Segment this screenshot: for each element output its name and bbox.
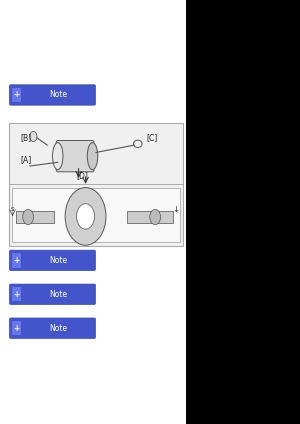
Text: s: s <box>11 206 14 212</box>
Text: +: + <box>14 256 20 265</box>
FancyBboxPatch shape <box>56 140 94 172</box>
FancyBboxPatch shape <box>0 0 186 424</box>
Ellipse shape <box>87 142 98 170</box>
Circle shape <box>65 187 106 245</box>
FancyBboxPatch shape <box>12 88 21 102</box>
Text: Note: Note <box>50 256 68 265</box>
Text: +: + <box>14 90 20 100</box>
FancyBboxPatch shape <box>127 212 172 223</box>
Circle shape <box>150 209 160 225</box>
Circle shape <box>30 131 37 142</box>
FancyBboxPatch shape <box>12 287 21 301</box>
Text: Note: Note <box>50 90 68 100</box>
FancyBboxPatch shape <box>10 85 95 105</box>
Text: [A]: [A] <box>21 155 32 165</box>
Text: [D]: [D] <box>76 171 88 180</box>
FancyBboxPatch shape <box>10 318 95 338</box>
FancyBboxPatch shape <box>16 212 54 223</box>
FancyBboxPatch shape <box>10 250 95 271</box>
Text: ↓: ↓ <box>172 204 179 214</box>
Circle shape <box>23 209 34 225</box>
Text: Note: Note <box>50 324 68 333</box>
Text: [B]: [B] <box>21 133 32 142</box>
Ellipse shape <box>52 142 63 170</box>
Text: +: + <box>14 324 20 333</box>
FancyBboxPatch shape <box>9 123 183 246</box>
FancyBboxPatch shape <box>12 321 21 335</box>
Text: [C]: [C] <box>146 133 157 142</box>
Circle shape <box>76 204 94 229</box>
FancyBboxPatch shape <box>12 253 21 268</box>
Text: +: + <box>14 290 20 299</box>
FancyBboxPatch shape <box>13 188 179 242</box>
Text: Note: Note <box>50 290 68 299</box>
FancyBboxPatch shape <box>10 284 95 304</box>
